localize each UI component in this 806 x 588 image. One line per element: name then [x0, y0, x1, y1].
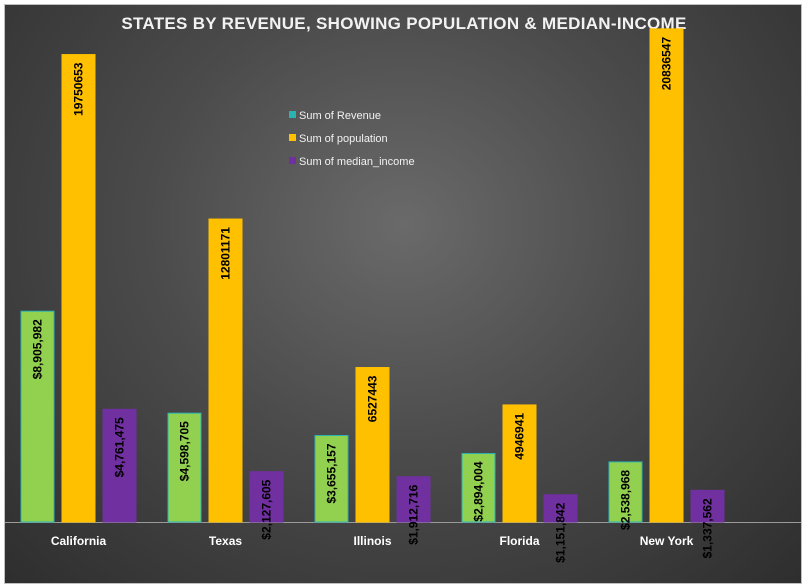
data-label: $2,127,605	[260, 479, 274, 539]
legend-entry: Sum of median_income	[299, 156, 415, 168]
data-label: $1,151,842	[554, 502, 568, 562]
bar-sum-of-median-income-illinois	[396, 476, 431, 523]
bar-sum-of-median-income-florida	[543, 494, 578, 523]
legend-swatch	[289, 111, 296, 118]
bar-sum-of-revenue-florida	[461, 453, 496, 523]
x-tick-label: Illinois	[353, 534, 391, 548]
bar-chart: STATES BY REVENUE, SHOWING POPULATION & …	[5, 14, 801, 563]
data-label: $2,894,004	[472, 461, 486, 521]
data-label: $8,905,982	[31, 319, 45, 379]
legend-entry: Sum of population	[299, 133, 388, 145]
chart-area: STATES BY REVENUE, SHOWING POPULATION & …	[4, 4, 802, 584]
data-label: $1,912,716	[407, 484, 421, 544]
x-tick-label: California	[51, 534, 107, 548]
bar-sum-of-median-income-new-york	[690, 489, 725, 523]
bar-sum-of-population-texas	[208, 218, 243, 523]
data-label: 12801171	[219, 227, 233, 280]
data-label: 4946941	[513, 413, 527, 460]
legend-swatch	[289, 134, 296, 141]
data-label: $2,538,968	[619, 470, 633, 530]
x-tick-label: Texas	[209, 534, 242, 548]
bar-sum-of-population-california	[61, 54, 96, 523]
bar-sum-of-median-income-texas	[249, 471, 284, 523]
bar-sum-of-revenue-new-york	[608, 461, 643, 523]
x-tick-label: Florida	[499, 534, 539, 548]
x-tick-label: New York	[640, 534, 694, 548]
bar-sum-of-median-income-california	[102, 408, 137, 523]
data-label: 20836547	[660, 37, 674, 91]
bar-sum-of-population-florida	[502, 404, 537, 523]
legend-swatch	[289, 157, 296, 164]
data-label: 6527443	[366, 375, 380, 422]
bar-sum-of-revenue-texas	[167, 412, 202, 523]
chart-title: STATES BY REVENUE, SHOWING POPULATION & …	[121, 14, 686, 33]
data-label: $4,761,475	[113, 417, 127, 477]
bar-sum-of-population-new-york	[649, 28, 684, 523]
data-label: 19750653	[72, 62, 86, 116]
bar-sum-of-population-illinois	[355, 367, 390, 523]
data-label: $3,655,157	[325, 443, 339, 503]
bar-sum-of-revenue-california	[20, 310, 55, 523]
data-label: $4,598,705	[178, 421, 192, 481]
bar-sum-of-revenue-illinois	[314, 434, 349, 523]
legend-entry: Sum of Revenue	[299, 110, 381, 122]
data-label: $1,337,562	[701, 498, 715, 558]
